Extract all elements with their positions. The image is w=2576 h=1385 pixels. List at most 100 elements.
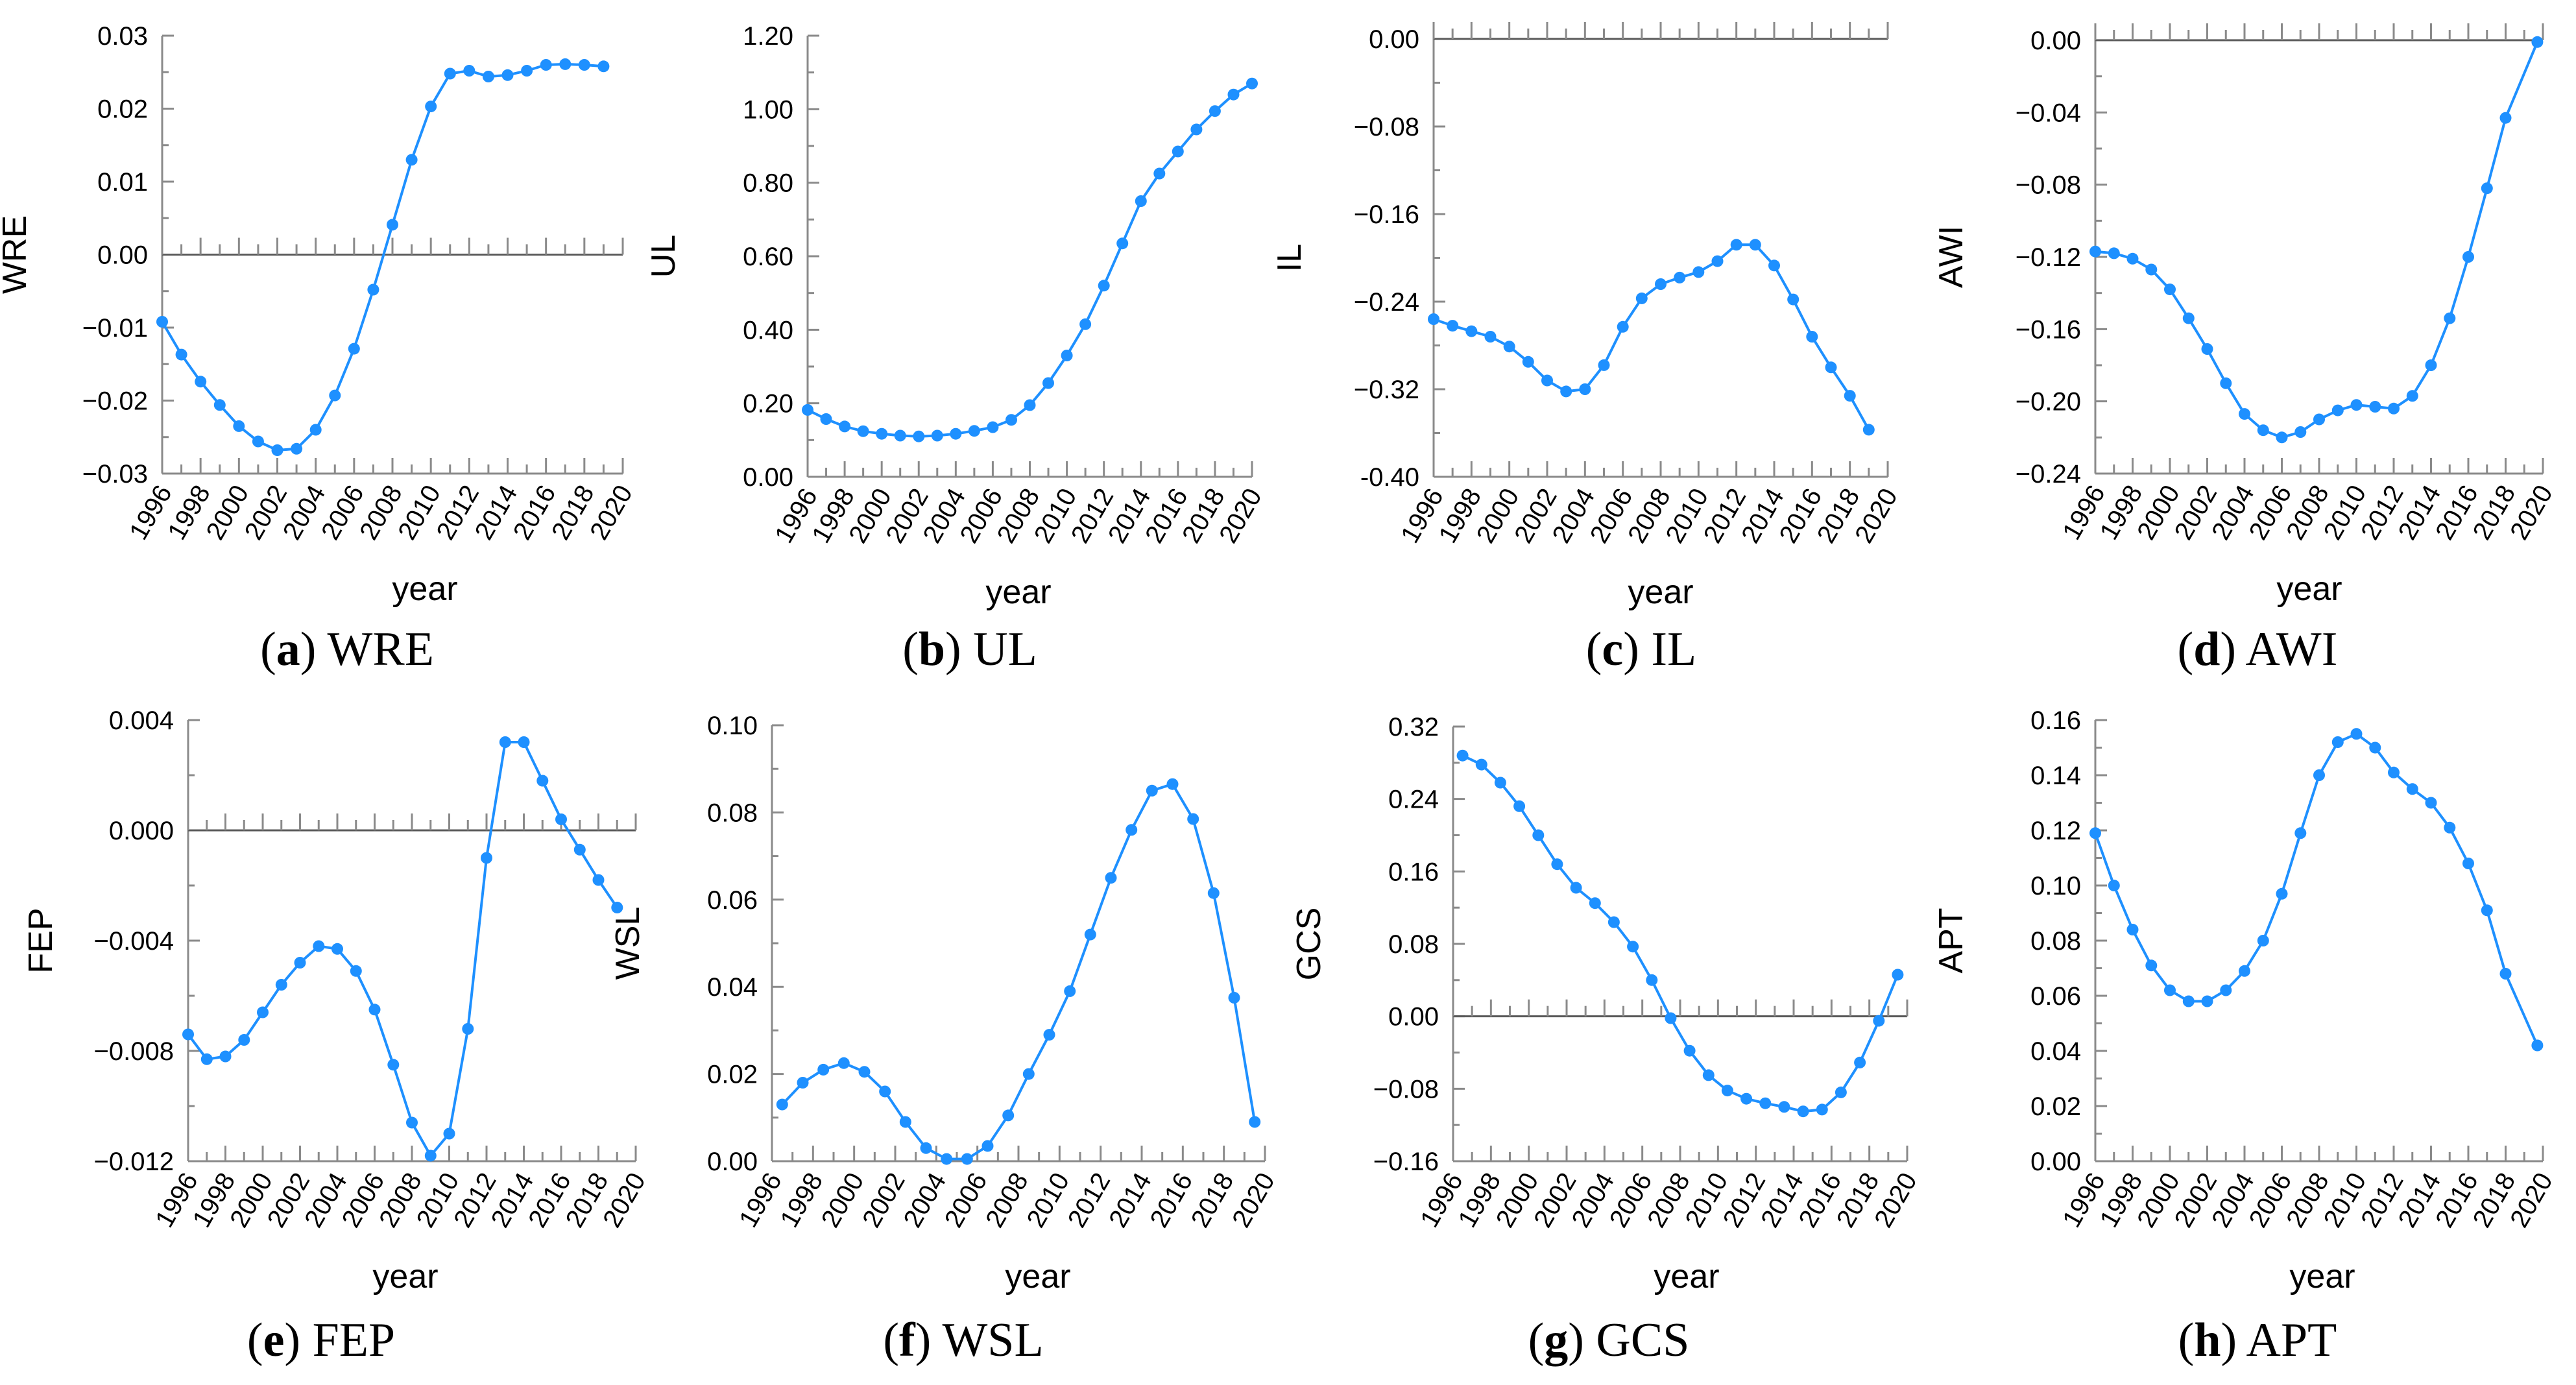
y-tick-label: 0.14	[2030, 762, 2081, 790]
data-point	[1228, 89, 1240, 101]
data-point	[2388, 403, 2400, 415]
caption-paren-close: )	[1623, 623, 1651, 676]
data-point	[1541, 375, 1553, 387]
data-point	[1825, 361, 1837, 373]
data-point	[1024, 400, 1036, 411]
data-point	[900, 1116, 911, 1128]
data-point	[597, 60, 609, 72]
series-line	[188, 742, 617, 1156]
data-point	[1798, 1105, 1809, 1117]
data-point	[1061, 350, 1073, 361]
caption-paren-close: )	[300, 623, 328, 676]
data-point	[329, 390, 341, 402]
data-point	[444, 68, 456, 80]
data-point	[1064, 985, 1076, 997]
data-point	[2500, 112, 2512, 124]
y-tick-label: 1.00	[743, 95, 793, 124]
y-tick-label: 0.00	[2030, 27, 2081, 55]
y-tick-label: 1.20	[743, 22, 793, 51]
y-tick-label: 0.06	[707, 886, 758, 915]
data-point	[1759, 1098, 1771, 1109]
x-tick-label: 2010	[1022, 1168, 1076, 1233]
x-tick-label: 2014	[1103, 1168, 1157, 1233]
data-point	[1750, 239, 1761, 250]
data-point	[579, 59, 590, 71]
data-point	[1731, 239, 1742, 250]
series-line	[782, 784, 1255, 1159]
x-tick-label: 2006	[939, 1168, 993, 1233]
data-point	[895, 430, 906, 442]
data-point	[839, 420, 850, 432]
y-tick-label: 0.04	[2030, 1037, 2081, 1066]
x-axis-label: year	[372, 1258, 438, 1295]
series-line	[808, 84, 1252, 437]
data-point	[1125, 824, 1137, 836]
data-point	[1617, 321, 1629, 333]
data-point	[913, 431, 924, 442]
data-point	[1571, 882, 1582, 894]
data-point	[1787, 294, 1799, 306]
y-axis-label: FEP	[22, 908, 60, 973]
data-point	[462, 1023, 474, 1035]
x-axis-label: year	[1654, 1258, 1719, 1295]
x-axis-label: year	[1628, 573, 1693, 611]
caption-letter: b	[919, 623, 945, 676]
data-point	[257, 1007, 269, 1018]
data-point	[536, 775, 548, 787]
data-point	[1655, 278, 1667, 290]
y-tick-label: −0.03	[82, 460, 148, 488]
caption-paren-close: )	[1568, 1314, 1596, 1367]
y-tick-label: −0.008	[94, 1037, 174, 1066]
y-tick-label: −0.32	[1354, 376, 1419, 404]
data-point	[2108, 880, 2120, 891]
data-point	[2531, 1040, 2543, 1052]
y-tick-label: −0.02	[82, 387, 148, 416]
y-tick-label: −0.24	[1354, 288, 1419, 317]
y-tick-label: 0.80	[743, 169, 793, 198]
data-point	[502, 69, 514, 81]
data-point	[1153, 168, 1165, 180]
data-point	[1465, 326, 1477, 337]
data-point	[1249, 1116, 1260, 1128]
data-point	[879, 1086, 891, 1098]
y-tick-label: −0.08	[1373, 1075, 1439, 1103]
data-point	[2220, 985, 2232, 996]
data-point	[2351, 728, 2363, 740]
data-point	[1042, 378, 1054, 389]
caption-letter: a	[276, 623, 300, 676]
data-point	[2257, 935, 2269, 946]
data-point	[182, 1029, 194, 1041]
y-tick-label: −0.16	[1354, 200, 1419, 229]
data-point	[1768, 259, 1780, 271]
data-point	[2220, 378, 2232, 389]
y-tick-label: −0.08	[1354, 113, 1419, 141]
data-point	[941, 1153, 952, 1165]
panel-caption: (g) GCS	[1528, 1314, 1690, 1367]
caption-name: WSL	[942, 1314, 1043, 1367]
panel-d: 0.00−0.04−0.08−0.12−0.16−0.20−0.24199619…	[1932, 23, 2558, 676]
data-point	[1005, 414, 1017, 426]
data-point	[276, 979, 287, 991]
y-tick-label: −0.01	[82, 314, 148, 343]
data-point	[252, 436, 264, 448]
data-point	[2481, 904, 2493, 916]
data-point	[233, 420, 245, 432]
caption-name: AWI	[2245, 623, 2337, 676]
x-tick-label: 2020	[584, 481, 638, 545]
y-tick-label: −0.16	[1373, 1148, 1439, 1176]
data-point	[500, 736, 511, 748]
data-point	[1190, 124, 1202, 136]
x-tick-label: 2020	[1227, 1168, 1281, 1233]
y-tick-label: 0.08	[707, 799, 758, 827]
data-point	[214, 399, 226, 411]
data-point	[858, 426, 869, 437]
caption-paren-close: )	[2220, 623, 2245, 676]
data-point	[1085, 929, 1096, 941]
y-tick-label: 0.004	[109, 706, 174, 735]
data-point	[961, 1153, 973, 1165]
data-point	[369, 1004, 381, 1015]
data-point	[1457, 750, 1469, 762]
y-tick-label: 0.02	[97, 95, 148, 124]
y-tick-label: 0.60	[743, 243, 793, 271]
data-point	[2089, 827, 2101, 839]
